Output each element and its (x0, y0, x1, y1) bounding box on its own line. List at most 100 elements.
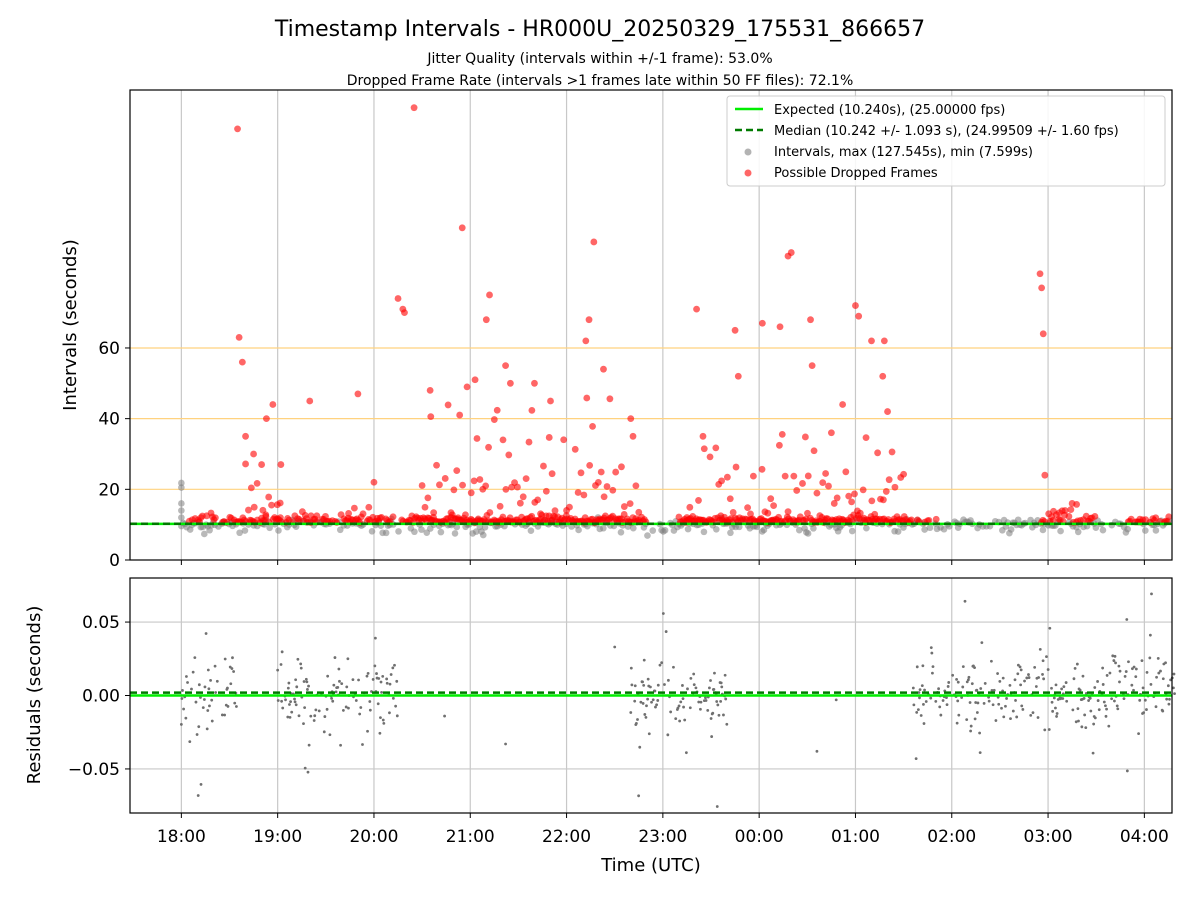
dropped-frame-point (925, 516, 933, 524)
residual-point (937, 687, 940, 691)
residual-point (710, 735, 714, 738)
dropped-frame-point (1049, 516, 1057, 524)
dropped-frame-point (514, 483, 521, 491)
residual-point (1125, 618, 1129, 621)
residual-point (1013, 678, 1017, 682)
dropped-frame-point (729, 509, 737, 516)
legend-dropped-label: Possible Dropped Frames (774, 166, 938, 181)
residual-point (313, 714, 317, 718)
residual-point (1141, 686, 1145, 690)
residual-point (658, 663, 662, 667)
residual-point (305, 680, 309, 684)
dropped-frame-point (490, 416, 498, 423)
residual-point (1137, 732, 1140, 736)
interval-point (848, 527, 856, 535)
interval-point (600, 524, 607, 532)
dropped-frame-point (486, 291, 493, 299)
interval-point (1099, 526, 1107, 534)
residual-point (1166, 684, 1170, 688)
residual-point (293, 697, 296, 701)
dropped-frame-point (471, 376, 479, 384)
residual-point (1016, 663, 1020, 667)
dropped-frame-point (528, 406, 536, 414)
x-tick-label: 02:00 (927, 827, 976, 847)
residual-point (223, 657, 227, 661)
residual-point (1050, 686, 1053, 690)
residual-point (1001, 676, 1005, 680)
dropped-frame-point (450, 486, 458, 494)
residual-point (344, 705, 348, 709)
dropped-frame-point (790, 472, 798, 480)
residual-point (1004, 704, 1007, 708)
x-axis-label: Time (UTC) (600, 855, 701, 876)
chart-subtitle-jitter: Jitter Quality (intervals within +/-1 fr… (426, 51, 772, 67)
interval-point (178, 514, 185, 521)
residual-point (1172, 686, 1175, 690)
residual-point (1105, 707, 1108, 711)
dropped-frame-point (787, 249, 795, 256)
residual-point (650, 700, 653, 704)
residual-point (963, 599, 967, 603)
residual-point (1047, 728, 1051, 731)
dropped-frame-point (424, 494, 432, 502)
residual-point (1113, 654, 1117, 658)
residual-point (388, 682, 392, 686)
residual-point (815, 749, 819, 753)
residual-point (915, 710, 919, 714)
dropped-frame-point (499, 436, 507, 444)
interval-point (451, 530, 459, 537)
residual-point (1093, 716, 1097, 720)
residual-point (280, 699, 283, 703)
dropped-frame-point (767, 495, 775, 503)
interval-point (437, 528, 445, 536)
residual-point (226, 686, 229, 690)
dropped-frame-point (519, 493, 527, 501)
residual-point (1145, 671, 1149, 674)
residual-point (1116, 707, 1120, 711)
residual-point (669, 710, 673, 714)
residual-point (322, 730, 326, 734)
dropped-frame-point (793, 487, 801, 494)
x-tick-label: 04:00 (1120, 827, 1169, 847)
x-tick-label: 21:00 (446, 827, 495, 847)
residual-point (916, 708, 920, 712)
interval-point (395, 528, 402, 535)
residual-point (983, 682, 987, 685)
intervals-y-tick-label: 0 (109, 551, 120, 571)
interval-point (382, 529, 390, 537)
dropped-frame-point (574, 489, 582, 496)
dropped-frame-point (874, 449, 882, 457)
dropped-frame-point (242, 460, 249, 468)
residual-point (312, 719, 316, 722)
residual-point (1081, 674, 1085, 678)
dropped-frame-point (582, 337, 590, 345)
residual-point (1091, 751, 1095, 755)
residual-point (199, 696, 202, 699)
residual-point (1118, 680, 1121, 684)
residual-point (987, 699, 991, 703)
residual-point (1019, 683, 1023, 687)
residual-point (1167, 702, 1171, 706)
residual-point (1111, 654, 1115, 658)
residual-point (1027, 673, 1030, 676)
residual-point (284, 698, 287, 702)
interval-point (481, 524, 489, 531)
residual-point (226, 705, 230, 708)
residual-point (294, 703, 298, 707)
dropped-frame-point (505, 451, 513, 459)
residual-point (639, 700, 643, 704)
interval-point (795, 526, 803, 534)
residual-point (203, 685, 207, 689)
residual-point (368, 700, 372, 703)
residual-point (955, 677, 958, 681)
residual-point (931, 671, 934, 675)
residuals-y-tick-label: −0.05 (68, 760, 120, 780)
residual-point (281, 706, 285, 710)
dropped-frame-point (253, 479, 261, 487)
residual-point (1055, 712, 1059, 715)
dropped-frame-point (370, 478, 378, 486)
residual-point (346, 657, 350, 661)
dropped-frame-point (732, 463, 740, 471)
residual-point (1025, 676, 1029, 680)
dropped-frame-point (306, 397, 314, 405)
